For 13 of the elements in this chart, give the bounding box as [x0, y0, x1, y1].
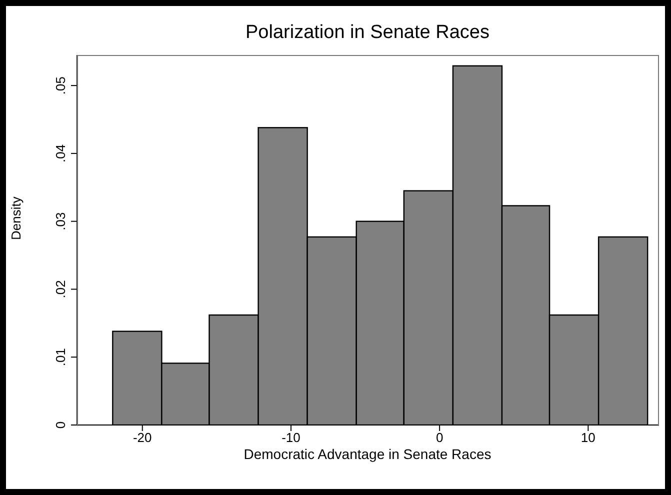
y-tick-label: .01	[53, 348, 68, 366]
chart-title: Polarization in Senate Races	[244, 22, 490, 44]
y-tick-label: .05	[53, 76, 68, 95]
y-axis-title: Density	[8, 196, 24, 240]
y-tick-label: 0	[53, 421, 68, 429]
x-axis-title: Democratic Advantage in Senate Races	[244, 446, 492, 462]
y-tick-label: .04	[53, 144, 68, 162]
y-tick-label: .03	[53, 212, 68, 230]
x-tick-label: 0	[436, 430, 444, 446]
x-tick-label: -20	[132, 430, 152, 446]
x-tick-label: 10	[580, 430, 596, 446]
x-tick-label: -10	[282, 430, 300, 446]
y-tick-label: .02	[53, 280, 68, 298]
